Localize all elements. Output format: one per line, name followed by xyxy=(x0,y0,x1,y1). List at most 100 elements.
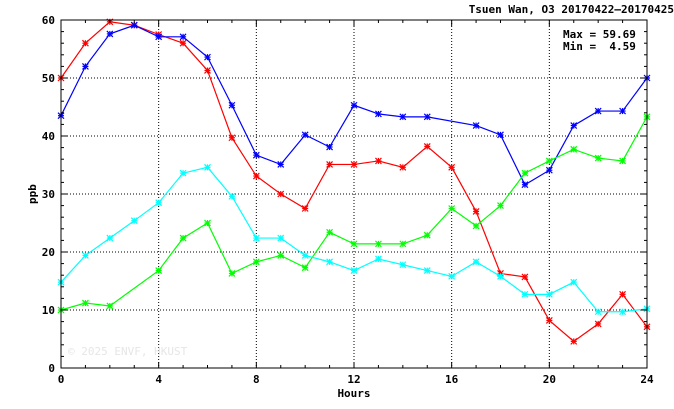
y-axis-label: ppb xyxy=(26,184,39,204)
min-label: Min = 4.59 xyxy=(563,40,636,53)
data-point xyxy=(326,228,334,236)
data-point xyxy=(106,234,114,242)
data-point xyxy=(521,181,529,189)
data-point xyxy=(399,240,407,248)
data-point xyxy=(448,205,456,212)
data-point xyxy=(155,199,163,207)
data-point xyxy=(545,290,553,298)
data-point xyxy=(106,30,114,38)
data-point xyxy=(179,234,187,242)
series-line xyxy=(60,24,648,186)
data-point xyxy=(252,151,260,159)
data-point xyxy=(448,272,456,280)
data-point xyxy=(326,258,334,266)
max-label: Max = 59.69 xyxy=(563,28,636,41)
data-point xyxy=(374,110,382,118)
data-point xyxy=(81,252,89,259)
data-point xyxy=(448,163,456,171)
y-tick-label: 30 xyxy=(42,188,55,201)
data-point xyxy=(301,205,309,212)
series-layer xyxy=(57,18,651,345)
data-point xyxy=(204,53,211,61)
x-tick-label: 20 xyxy=(543,373,556,386)
data-point xyxy=(228,192,236,200)
data-point xyxy=(204,219,211,227)
data-point xyxy=(155,267,163,274)
data-point xyxy=(399,163,407,171)
data-point xyxy=(277,234,285,242)
data-point xyxy=(374,157,382,165)
data-point xyxy=(521,169,529,177)
x-tick-label: 12 xyxy=(347,373,360,386)
chart-title: Tsuen Wan, O3 20170422–20170425 xyxy=(469,3,674,16)
x-tick-label: 0 xyxy=(58,373,65,386)
data-point xyxy=(570,278,578,286)
data-point xyxy=(594,308,602,316)
data-point xyxy=(350,160,358,168)
data-point xyxy=(570,337,578,345)
data-point xyxy=(179,33,187,41)
data-point xyxy=(252,258,260,266)
x-tick-label: 8 xyxy=(253,373,260,386)
data-point xyxy=(423,267,431,274)
data-point xyxy=(204,67,211,74)
data-point xyxy=(228,270,236,277)
x-tick-label: 16 xyxy=(445,373,459,386)
grid xyxy=(61,20,647,368)
data-point xyxy=(179,169,187,177)
data-point xyxy=(619,290,627,298)
data-point xyxy=(570,145,578,153)
data-point xyxy=(472,222,480,230)
data-point xyxy=(472,258,480,266)
data-point xyxy=(399,113,407,121)
data-point xyxy=(497,131,504,139)
data-point xyxy=(277,252,285,259)
data-point xyxy=(277,160,285,168)
ticks: 0 4 8 12 16 20 24 0 10 20 30 40 50 60 xyxy=(42,14,654,386)
x-tick-label: 24 xyxy=(640,373,654,386)
data-point xyxy=(594,320,602,328)
y-tick-label: 10 xyxy=(42,304,55,317)
data-point xyxy=(497,202,504,210)
data-point xyxy=(374,255,382,263)
data-point xyxy=(301,264,309,272)
data-point xyxy=(179,39,187,47)
data-point xyxy=(301,252,309,259)
data-point xyxy=(130,21,138,29)
data-point xyxy=(619,308,627,316)
data-point xyxy=(594,107,602,115)
data-point xyxy=(545,157,553,165)
data-point xyxy=(374,240,382,248)
series-1 xyxy=(57,21,651,189)
data-point xyxy=(81,39,89,47)
series-line xyxy=(60,116,648,311)
data-point xyxy=(252,234,260,242)
data-point xyxy=(326,143,334,151)
data-point xyxy=(545,166,553,174)
data-point xyxy=(204,163,211,171)
data-point xyxy=(423,143,431,150)
data-point xyxy=(619,157,627,165)
data-point xyxy=(81,299,89,307)
data-point xyxy=(423,231,431,239)
data-point xyxy=(326,160,334,168)
data-point xyxy=(619,107,627,115)
data-point xyxy=(497,272,504,280)
y-tick-label: 60 xyxy=(42,14,55,27)
watermark: © 2025 ENVF, HKUST xyxy=(68,345,188,358)
y-tick-label: 0 xyxy=(48,362,55,375)
data-point xyxy=(521,290,529,298)
data-point xyxy=(252,172,260,180)
data-point xyxy=(570,122,578,129)
y-tick-label: 20 xyxy=(42,246,55,259)
data-point xyxy=(228,101,236,109)
data-point xyxy=(350,101,358,109)
data-point xyxy=(106,302,114,310)
data-point xyxy=(594,154,602,162)
data-point xyxy=(81,62,89,70)
y-tick-label: 40 xyxy=(42,130,55,143)
data-point xyxy=(130,217,138,225)
data-point xyxy=(521,273,529,281)
data-point xyxy=(399,261,407,269)
